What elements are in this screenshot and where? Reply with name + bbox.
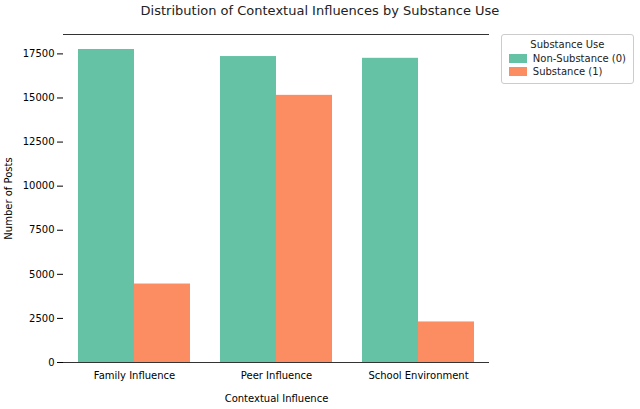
html-text:Substance (1): Substance (1): [532, 66, 603, 77]
svg-text:10000: 10000: [23, 180, 55, 191]
svg-text:Family Influence: Family Influence: [94, 370, 175, 381]
svg-text:School Environment: School Environment: [368, 370, 468, 381]
html-text:Distribution of Contextual Inf: Distribution of Contextual Influences by…: [140, 3, 500, 18]
svg-text:7500: 7500: [29, 224, 54, 235]
svg-text:17500: 17500: [23, 48, 55, 59]
svg-text:Peer Influence: Peer Influence: [241, 370, 312, 381]
html-text:Substance Use: Substance Use: [530, 39, 605, 50]
svg-text:12500: 12500: [23, 136, 55, 147]
svg-text:15000: 15000: [23, 92, 55, 103]
html-text:Non-Substance (0): Non-Substance (0): [532, 53, 626, 64]
svg-text:5000: 5000: [29, 269, 54, 280]
svg-text:Contextual Influence: Contextual Influence: [225, 393, 329, 404]
svg-text:2500: 2500: [29, 313, 54, 324]
svg-text:Number of Posts: Number of Posts: [3, 157, 14, 239]
svg-text:0: 0: [48, 357, 54, 368]
